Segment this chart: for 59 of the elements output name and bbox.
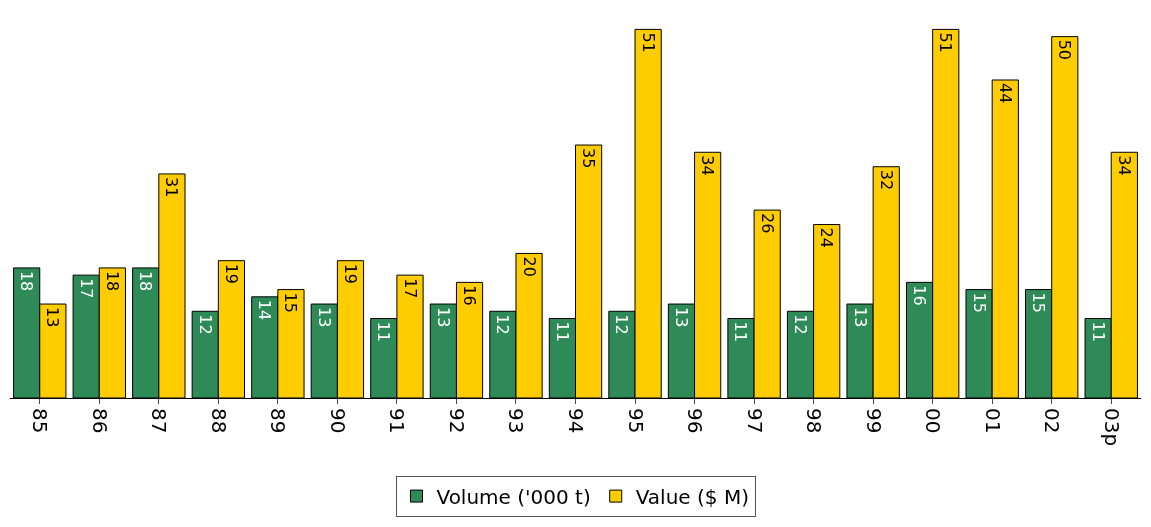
x-tick-label: 93 xyxy=(504,408,529,434)
x-tick-label: 96 xyxy=(683,408,708,434)
x-tick-label: 86 xyxy=(87,408,112,434)
x-tick-label: 88 xyxy=(206,408,231,434)
data-label: 51 xyxy=(638,32,658,53)
data-label: 34 xyxy=(698,155,718,176)
x-tick-label: 90 xyxy=(325,408,350,434)
data-label: 20 xyxy=(519,256,539,277)
data-label: 12 xyxy=(493,314,513,335)
data-label: 50 xyxy=(1055,39,1075,60)
data-label: 17 xyxy=(400,278,420,299)
data-label: 13 xyxy=(43,307,63,328)
data-label: 13 xyxy=(850,307,870,328)
data-label: 13 xyxy=(314,307,334,328)
data-label: 16 xyxy=(460,285,480,306)
data-label: 12 xyxy=(612,314,632,335)
data-label: 13 xyxy=(671,307,691,328)
x-tick-label: 87 xyxy=(147,408,172,434)
data-label: 11 xyxy=(552,321,572,342)
legend-label: Volume ('000 t) xyxy=(436,484,591,509)
data-label: 35 xyxy=(579,148,599,169)
legend-label: Value ($ M) xyxy=(635,484,749,509)
data-label: 11 xyxy=(731,321,751,342)
x-tick-label: 91 xyxy=(385,408,410,434)
x-tick-label: 01 xyxy=(980,408,1005,434)
x-tick-label: 98 xyxy=(802,408,827,434)
data-label: 32 xyxy=(876,169,896,191)
x-tick-label: 95 xyxy=(623,408,648,434)
x-tick-label: 85 xyxy=(28,408,53,434)
x-tick-label: 94 xyxy=(564,408,588,434)
data-label: 51 xyxy=(936,32,956,53)
data-label: 19 xyxy=(340,263,360,285)
data-label: 26 xyxy=(757,213,777,234)
x-tick-label: 97 xyxy=(742,408,767,434)
data-label: 18 xyxy=(136,270,156,292)
data-label: 11 xyxy=(1088,321,1108,342)
data-label: 31 xyxy=(162,176,182,198)
data-label: 18 xyxy=(17,270,37,292)
data-label: 15 xyxy=(1029,292,1049,313)
data-label: 13 xyxy=(433,307,453,328)
data-label: 16 xyxy=(910,285,930,306)
x-tick-label: 99 xyxy=(861,408,886,434)
data-label: 15 xyxy=(281,292,301,313)
x-tick-label: 89 xyxy=(266,408,291,434)
data-label: 34 xyxy=(1114,155,1134,176)
data-label: 19 xyxy=(221,263,241,285)
x-tick-label: 00 xyxy=(921,408,946,434)
x-tick-label: 03p xyxy=(1099,408,1124,447)
data-label: 12 xyxy=(791,314,811,335)
data-label: 12 xyxy=(195,314,215,335)
x-tick-label: 02 xyxy=(1040,408,1065,434)
x-tick-label: 92 xyxy=(444,408,469,434)
data-label: 15 xyxy=(969,292,989,313)
data-label: 14 xyxy=(255,299,275,321)
data-label: 11 xyxy=(374,321,394,342)
data-label: 44 xyxy=(995,82,1015,104)
data-label: 18 xyxy=(102,270,122,292)
data-label: 24 xyxy=(817,227,837,248)
data-label: 17 xyxy=(76,278,96,299)
